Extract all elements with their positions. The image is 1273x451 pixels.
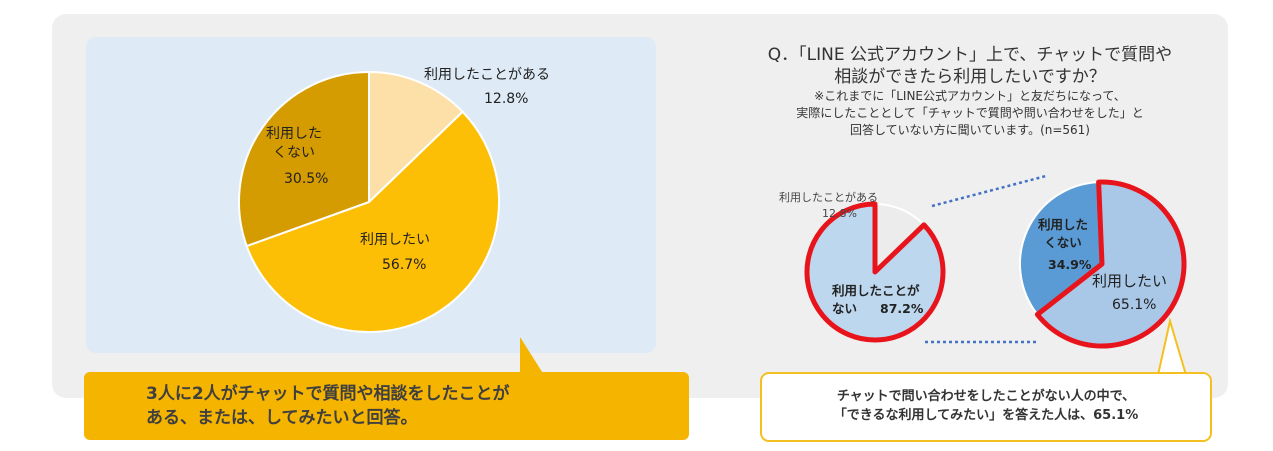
data-label-mid-used-name: 利用したことがある: [779, 191, 878, 204]
question-note-1: ※これまでに「LINE公式アカウント」と友だちになって、: [814, 89, 1126, 103]
pie-left-slice-2: [238, 70, 370, 248]
pie-right-slice-0: [1019, 181, 1104, 316]
pie-right-highlight-ring: [1034, 179, 1187, 349]
callout-right-line-2: 「できるな利用してみたい」を答えた人は、65.1%: [833, 408, 1139, 423]
callout-left-pointer: [520, 337, 544, 375]
data-label-right-want-name: 利用したい: [1092, 272, 1168, 290]
data-label-used-name: 利用したことがある: [424, 67, 550, 83]
question-line-1: Q．「LINE 公式アカウント」上で、チャットで質問や: [767, 45, 1173, 65]
data-label-right-notwant-name: 利用した くない: [1038, 217, 1089, 250]
data-label-want-name: 利用したい: [360, 232, 430, 248]
callout-left-line-1: 3人に2人がチャットで質問や相談をしたことが: [146, 384, 510, 404]
pie-mid-highlight-ring: [804, 201, 946, 343]
data-label-want-value: 56.7%: [382, 257, 427, 273]
data-label-mid-used-value: 12.8%: [822, 207, 857, 220]
pie-chart-overall: [238, 70, 500, 333]
callout-right-line-1: チャットで問い合わせをしたことがない人の中で、: [836, 389, 1136, 404]
data-label-right-notwant-value: 34.9%: [1048, 257, 1092, 272]
pie-left-slice-1: [245, 110, 500, 333]
data-label-mid-notused-value: 87.2%: [880, 301, 924, 316]
data-label-mid-notused-name: 利用したことが ない: [832, 283, 920, 316]
callout-right-pointer: [1156, 317, 1188, 376]
pie-chart-intent: [1019, 179, 1187, 349]
connector-line-top: [931, 174, 1047, 208]
data-label-notwant-value: 30.5%: [284, 171, 329, 187]
callout-left: 3人に2人がチャットで質問や相談をしたことが ある、または、してみたいと回答。: [84, 372, 689, 440]
question-note-2: 実際にしたこととして「チャットで質問や問い合わせをした」と: [796, 106, 1144, 120]
callout-right: チャットで問い合わせをしたことがない人の中で、 「できるな利用してみたい」を答え…: [760, 372, 1212, 442]
data-label-notwant-name: 利用した くない: [266, 126, 322, 161]
data-label-used-value: 12.8%: [484, 91, 529, 107]
pie-chart-experience: [804, 201, 946, 343]
question-block: Q．「LINE 公式アカウント」上で、チャットで質問や 相談ができたら利用したい…: [690, 44, 1250, 139]
question-line-2: 相談ができたら利用したいですか？: [834, 67, 1106, 87]
question-note-3: 回答していない方に聞いています。(n=561): [849, 123, 1090, 137]
data-label-right-want-value: 65.1%: [1112, 297, 1157, 313]
callout-left-line-2: ある、または、してみたいと回答。: [146, 408, 418, 428]
pie-left-slice-0: [368, 70, 465, 205]
